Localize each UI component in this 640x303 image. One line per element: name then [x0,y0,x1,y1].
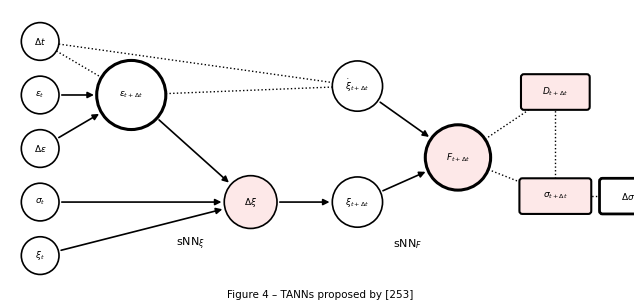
Text: $\dot{\xi}_{t+\Delta t}$: $\dot{\xi}_{t+\Delta t}$ [345,78,370,94]
Text: $F_{t+\Delta t}$: $F_{t+\Delta t}$ [446,151,470,164]
Text: $\sigma_{t+\Delta t}$: $\sigma_{t+\Delta t}$ [543,191,568,201]
Text: $\epsilon_t$: $\epsilon_t$ [35,90,45,100]
FancyBboxPatch shape [600,178,640,214]
Circle shape [97,60,166,130]
Text: $D_{t+\Delta t}$: $D_{t+\Delta t}$ [542,86,568,98]
Circle shape [224,176,277,228]
FancyBboxPatch shape [520,178,591,214]
Text: $\Delta\epsilon$: $\Delta\epsilon$ [34,143,47,154]
Circle shape [21,237,59,275]
Text: $\epsilon_{t+\Delta t}$: $\epsilon_{t+\Delta t}$ [119,90,143,100]
Circle shape [21,183,59,221]
Text: $\mathrm{sNN}_{\xi}$: $\mathrm{sNN}_{\xi}$ [177,235,205,252]
Circle shape [332,177,383,227]
Text: $\xi_{t+\Delta t}$: $\xi_{t+\Delta t}$ [346,195,369,208]
Circle shape [21,23,59,60]
Text: $\xi_t$: $\xi_t$ [35,249,45,262]
Circle shape [21,76,59,114]
Text: Figure 4 – TANNs proposed by [253]: Figure 4 – TANNs proposed by [253] [227,290,413,300]
Text: $\Delta\sigma$: $\Delta\sigma$ [621,191,635,201]
Circle shape [21,130,59,167]
Circle shape [426,125,491,190]
Circle shape [332,61,383,111]
Text: $\sigma_t$: $\sigma_t$ [35,197,45,207]
Text: $\Delta t$: $\Delta t$ [34,36,46,47]
Text: $\Delta\xi$: $\Delta\xi$ [244,195,257,208]
Text: $\mathrm{sNN}_{F}$: $\mathrm{sNN}_{F}$ [393,237,422,251]
FancyBboxPatch shape [521,74,589,110]
